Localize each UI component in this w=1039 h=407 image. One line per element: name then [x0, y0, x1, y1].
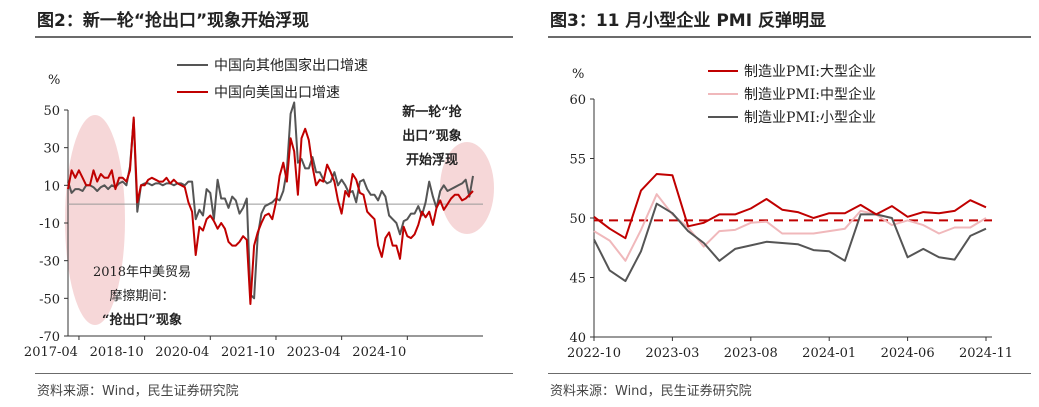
series-line-us: [67, 116, 474, 305]
y-tick-label: 30: [43, 142, 60, 157]
right-figure: 图3：11 月小型企业 PMI 反弹明显 60 55 50 45 40% 2022-10 2…: [520, 0, 1039, 407]
title-rule: [35, 36, 513, 38]
highlight-2018: [65, 115, 125, 325]
left-figure: 图2：新一轮“抢出口”现象开始浮现 50 30 10 -10 -30 -50 -70% 201…: [24, 11, 513, 399]
x-tick-label: 2023-08: [724, 346, 778, 361]
chart-series: [67, 101, 474, 305]
x-tick-label: 2024-01: [802, 346, 856, 361]
y-tick-label: 45: [569, 272, 586, 287]
y-tick-label: 55: [569, 153, 586, 168]
source-note: 资料来源：Wind，民生证券研究院: [550, 384, 752, 399]
pmi-chart: 60 55 50 45 40% 2022-10 2023-03 2023-08 2024-01 2…: [567, 63, 1013, 361]
series-line-medium: [593, 193, 987, 262]
y-tick-label: 60: [569, 93, 586, 108]
x-tick-label: 2020-04: [155, 345, 209, 360]
y-tick-label: 40: [569, 331, 586, 346]
x-tick-label: 2021-10: [221, 345, 275, 360]
annotation-2018-line: 2018年中美贸易: [93, 265, 191, 280]
legend-label: 制造业PMI:大型企业: [744, 63, 876, 80]
legend-label: 中国向美国出口增速: [214, 85, 340, 101]
y-tick-label: -10: [39, 217, 60, 232]
y-tick-label: -30: [39, 255, 60, 270]
source-rule: [35, 373, 513, 374]
x-tick-label: 2018-10: [90, 345, 144, 360]
x-tick-label: 2023-04: [287, 345, 341, 360]
y-tick-label: -70: [39, 330, 60, 345]
annotation-2018-line: 摩擦期间：: [109, 288, 174, 304]
y-axis-unit: %: [48, 73, 60, 88]
source-note: 资料来源：Wind，民生证券研究院: [37, 384, 239, 399]
chart-series: [593, 173, 992, 283]
x-tick-label: 2023-03: [645, 346, 699, 361]
title-rule: [548, 36, 1031, 38]
annotation-new-line: 新一轮“抢: [402, 104, 462, 120]
x-tick-label: 2024-06: [881, 346, 935, 361]
x-tick-label: 2024-10: [352, 345, 406, 360]
figure-title: 图2：新一轮“抢出口”现象开始浮现: [37, 11, 310, 31]
chart-axes: 60 55 50 45 40% 2022-10 2023-03 2023-08 2024-01 2…: [567, 67, 1013, 361]
x-tick-label: 2017-04: [24, 345, 78, 360]
y-tick-label: 10: [43, 179, 60, 194]
y-tick-label: -50: [39, 292, 60, 307]
x-tick-label: 2022-10: [567, 346, 621, 361]
source-rule: [548, 373, 1031, 374]
legend-label: 制造业PMI:中型企业: [744, 86, 876, 103]
figure-title: 图3：11 月小型企业 PMI 反弹明显: [550, 11, 826, 31]
series-line-large: [593, 173, 987, 240]
y-axis-unit: %: [572, 67, 584, 82]
annotation-2018-line: “抢出口”现象: [102, 312, 182, 328]
annotation-new-line: 出口”现象: [402, 128, 461, 144]
y-tick-label: 50: [43, 104, 60, 119]
legend-label: 制造业PMI:小型企业: [744, 109, 876, 126]
export-growth-chart: 50 30 10 -10 -30 -50 -70% 2017-04 2018-10 2020-04…: [24, 57, 494, 360]
x-tick-label: 2024-11: [959, 346, 1013, 361]
y-tick-label: 50: [569, 212, 586, 227]
legend-label: 中国向其他国家出口增速: [214, 57, 368, 74]
series-line-small: [593, 202, 987, 283]
annotation-new-line: 开始浮现: [406, 152, 458, 168]
